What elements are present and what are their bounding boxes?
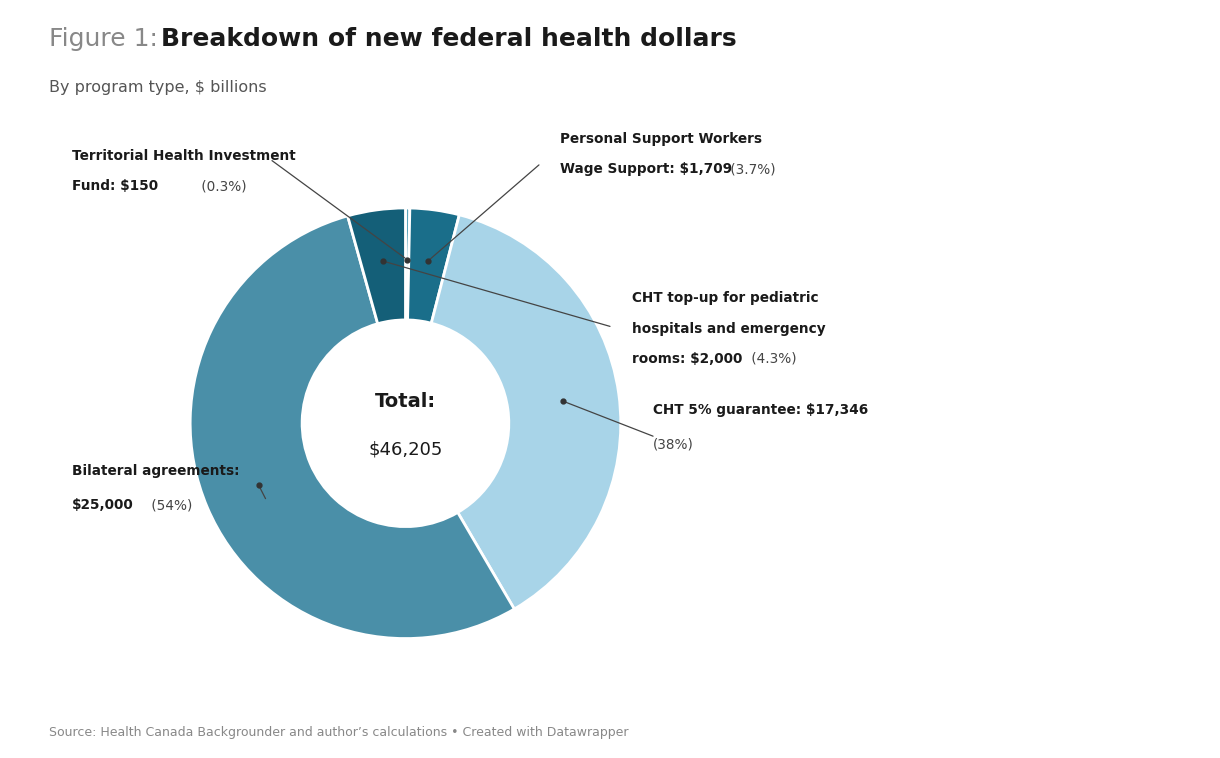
Text: Source: Health Canada Backgrounder and author’s calculations • Created with Data: Source: Health Canada Backgrounder and a…	[49, 726, 628, 739]
Text: CHT 5% guarantee: $17,346: CHT 5% guarantee: $17,346	[653, 403, 869, 418]
Text: $46,205: $46,205	[368, 440, 443, 458]
Text: (0.3%): (0.3%)	[196, 180, 246, 193]
Wedge shape	[405, 208, 410, 320]
Text: $25,000: $25,000	[72, 498, 133, 512]
Text: Breakdown of new federal health dollars: Breakdown of new federal health dollars	[161, 27, 737, 51]
Text: (4.3%): (4.3%)	[747, 352, 797, 365]
Text: (3.7%): (3.7%)	[726, 162, 776, 176]
Text: Personal Support Workers: Personal Support Workers	[560, 132, 762, 146]
Wedge shape	[348, 208, 405, 324]
Text: CHT top-up for pediatric: CHT top-up for pediatric	[632, 291, 819, 305]
Text: Wage Support: $1,709: Wage Support: $1,709	[560, 162, 732, 176]
Text: rooms: $2,000: rooms: $2,000	[632, 352, 742, 365]
Text: Bilateral agreements:: Bilateral agreements:	[72, 464, 239, 478]
Text: (54%): (54%)	[148, 498, 193, 512]
Wedge shape	[407, 208, 459, 323]
Text: Figure 1:: Figure 1:	[49, 27, 166, 51]
Text: Territorial Health Investment: Territorial Health Investment	[72, 149, 295, 163]
Text: Fund: $150: Fund: $150	[72, 180, 157, 193]
Text: (38%): (38%)	[653, 438, 694, 452]
Text: hospitals and emergency: hospitals and emergency	[632, 321, 825, 336]
Text: By program type, $ billions: By program type, $ billions	[49, 80, 266, 95]
Wedge shape	[190, 216, 515, 638]
Text: Total:: Total:	[375, 392, 436, 412]
Wedge shape	[432, 215, 621, 609]
